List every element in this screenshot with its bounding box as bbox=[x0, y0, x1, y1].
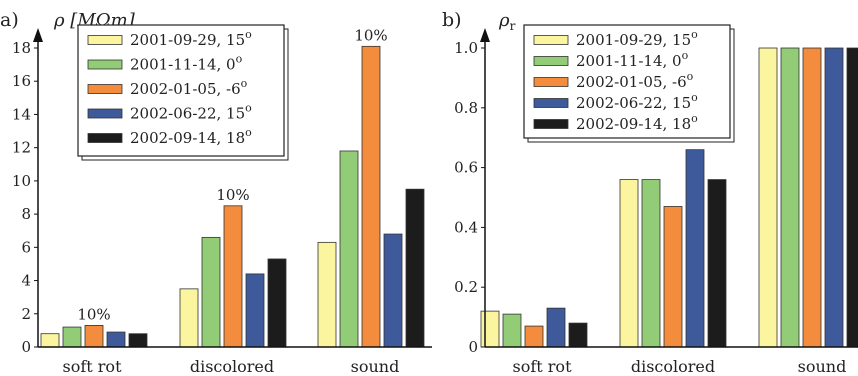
legend-label: 2001-11-14, 0o bbox=[576, 49, 689, 70]
bar bbox=[128, 333, 148, 348]
legend-swatch bbox=[533, 98, 569, 108]
legend-label: 2002-06-22, 15o bbox=[576, 91, 698, 112]
y-tick-label: 2 bbox=[21, 305, 31, 323]
bar bbox=[546, 307, 566, 348]
bar bbox=[758, 47, 778, 348]
annotation-label: 10% bbox=[77, 305, 110, 323]
y-tick-label: 16 bbox=[12, 72, 31, 90]
bar bbox=[383, 233, 403, 348]
legend-swatch bbox=[87, 35, 123, 45]
panel-label: b) bbox=[442, 9, 462, 31]
bar bbox=[179, 288, 199, 348]
y-axis-arrow bbox=[33, 28, 43, 42]
bar bbox=[524, 325, 544, 348]
legend-swatch bbox=[533, 119, 569, 129]
x-tick-label: discolored bbox=[190, 357, 274, 376]
bar bbox=[106, 331, 126, 348]
bar bbox=[405, 188, 425, 348]
bar bbox=[568, 322, 588, 348]
annotation-label: 10% bbox=[216, 186, 249, 204]
bar bbox=[339, 150, 359, 348]
bar bbox=[201, 236, 221, 348]
legend: 2001-09-29, 15o 2001-11-14, 0o 2002-01-05,… bbox=[77, 24, 289, 161]
legend-label: 2002-06-22, 15o bbox=[130, 102, 252, 123]
bar bbox=[707, 179, 727, 348]
legend-label: 2002-01-05, -6o bbox=[576, 70, 694, 91]
y-tick-label: 0 bbox=[468, 338, 478, 356]
bar bbox=[317, 241, 337, 348]
y-axis-arrow bbox=[480, 28, 490, 42]
y-tick-label: 0.8 bbox=[454, 99, 478, 117]
bar bbox=[685, 149, 705, 348]
y-tick-label: 1.0 bbox=[454, 39, 478, 57]
x-tick-label: sound bbox=[798, 357, 847, 376]
bar bbox=[663, 206, 683, 348]
y-tick-label: 14 bbox=[12, 105, 31, 123]
panel-label: a) bbox=[0, 9, 19, 31]
bar bbox=[619, 179, 639, 348]
y-tick-label: 4 bbox=[21, 272, 31, 290]
y-tick-label: 0.6 bbox=[454, 159, 478, 177]
bar bbox=[846, 47, 858, 348]
bar bbox=[40, 333, 60, 348]
bar bbox=[780, 47, 800, 348]
bar bbox=[267, 258, 287, 348]
x-tick-label: soft rot bbox=[513, 357, 573, 376]
legend-label: 2002-01-05, -6o bbox=[130, 77, 248, 98]
legend-swatch bbox=[533, 56, 569, 66]
legend-label: 2001-09-29, 15o bbox=[576, 28, 698, 49]
y-tick-label: 0 bbox=[21, 338, 31, 356]
bar bbox=[802, 47, 822, 348]
legend-label: 2001-11-14, 0o bbox=[130, 53, 243, 74]
y-tick-label: 0.2 bbox=[454, 278, 478, 296]
y-tick-label: 18 bbox=[12, 39, 31, 57]
legend-label: 2002-09-14, 18o bbox=[576, 112, 698, 133]
chart-panel-b: b) ρr 0 0.2 0.4 0.6 0.8 1.0 soft rot discolored so… bbox=[442, 9, 858, 376]
bar bbox=[824, 47, 844, 348]
annotation-label: 10% bbox=[354, 26, 387, 44]
y-tick-label: 8 bbox=[21, 205, 31, 223]
legend-label: 2002-09-14, 18o bbox=[130, 126, 252, 147]
x-tick-label: discolored bbox=[631, 357, 715, 376]
y-tick-label: 0.4 bbox=[454, 218, 478, 236]
legend-swatch bbox=[87, 108, 123, 119]
legend-swatch bbox=[87, 133, 123, 143]
y-tick-label: 10 bbox=[12, 172, 31, 190]
bar bbox=[641, 179, 661, 348]
legend-swatch bbox=[533, 77, 569, 87]
legend-swatch bbox=[87, 59, 123, 70]
legend-swatch bbox=[533, 35, 569, 45]
x-tick-label: soft rot bbox=[63, 357, 123, 376]
legend-swatch bbox=[87, 84, 123, 94]
bar bbox=[480, 310, 500, 348]
bar bbox=[62, 326, 82, 348]
y-tick-label: 6 bbox=[21, 238, 31, 256]
y-axis-label: ρr bbox=[498, 10, 516, 33]
bar bbox=[223, 205, 243, 348]
bar bbox=[245, 273, 265, 348]
x-tick-label: sound bbox=[351, 357, 400, 376]
bar bbox=[502, 313, 522, 348]
bar bbox=[84, 325, 104, 348]
legend-label: 2001-09-29, 15o bbox=[130, 28, 252, 49]
bar bbox=[361, 45, 381, 348]
y-tick-label: 12 bbox=[12, 139, 31, 157]
